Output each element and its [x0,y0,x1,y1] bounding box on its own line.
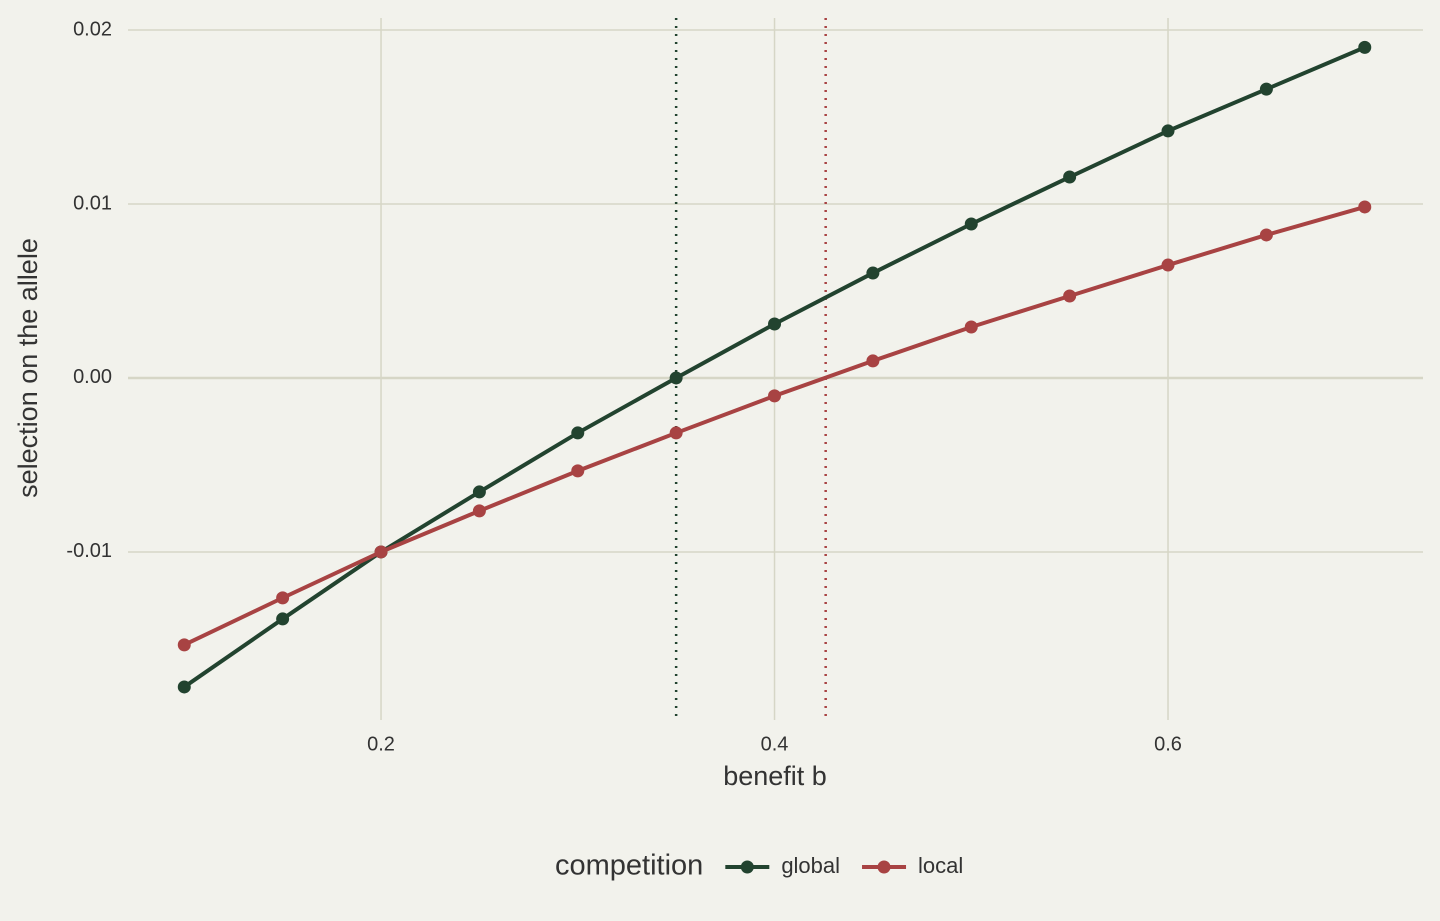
data-point [964,217,978,231]
data-point [374,545,388,559]
data-point [276,591,290,605]
data-point [1259,228,1273,242]
x-tick-label: 0.4 [761,733,789,755]
data-point [1063,170,1077,184]
data-point [177,638,191,652]
legend-label: global [781,853,840,878]
data-point [177,680,191,694]
y-tick-label: 0.02 [73,18,112,40]
y-tick-label: 0.00 [73,366,112,388]
data-point [1161,124,1175,138]
data-point [1358,40,1372,54]
data-point [669,371,683,385]
data-point [866,354,880,368]
data-point [669,426,683,440]
data-point [1259,82,1273,96]
legend-key [740,860,754,874]
data-point [768,317,782,331]
x-tick-label: 0.2 [367,733,395,755]
data-point [866,266,880,280]
data-point [1358,200,1372,214]
data-point [472,485,486,499]
data-point [571,426,585,440]
data-point [964,320,978,334]
legend-label: local [918,853,963,878]
data-point [276,612,290,626]
data-point [571,464,585,478]
x-tick-label: 0.6 [1154,733,1182,755]
data-point [768,389,782,403]
y-tick-label: -0.01 [66,540,112,562]
data-point [1161,258,1175,272]
legend-key [877,860,891,874]
data-point [472,504,486,518]
y-axis-title: selection on the allele [13,238,43,498]
y-tick-label: 0.01 [73,192,112,214]
x-axis-title: benefit b [723,761,827,791]
data-point [1063,289,1077,303]
legend-title: competition [555,850,703,882]
